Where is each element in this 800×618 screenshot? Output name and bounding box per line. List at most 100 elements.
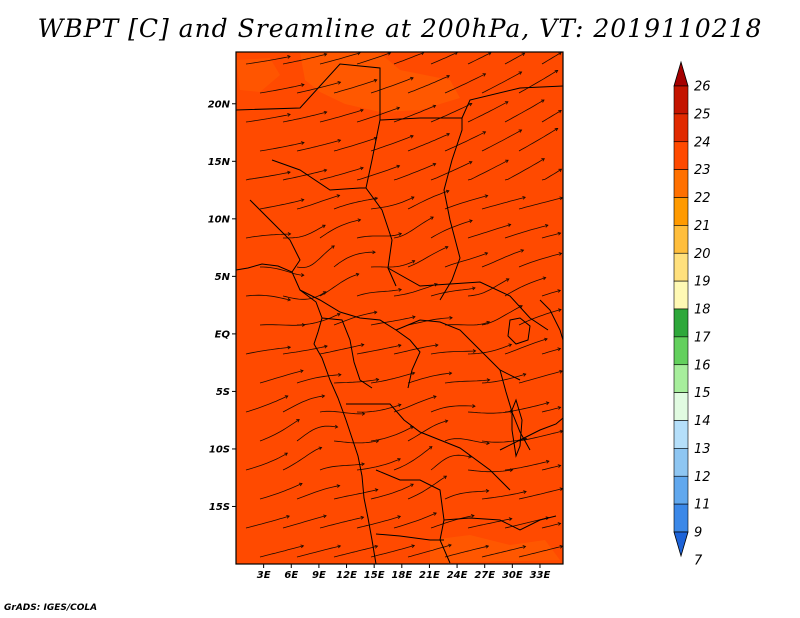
streamline <box>296 425 338 442</box>
streamline-arrow <box>301 273 305 277</box>
streamline <box>541 52 562 65</box>
colorbar-segment <box>673 197 689 226</box>
streamline-arrow <box>397 458 401 462</box>
border-line <box>461 85 564 119</box>
streamline <box>518 488 563 500</box>
streamline-arrow <box>331 245 335 249</box>
streamline <box>467 101 509 123</box>
streamline <box>282 395 325 413</box>
lon-tick-label: 15E <box>364 570 385 581</box>
streamline-arrow <box>318 446 323 451</box>
colorbar-label: 25 <box>694 107 711 122</box>
streamline <box>333 489 378 500</box>
streamline-arrow <box>410 483 414 488</box>
streamline <box>282 169 327 181</box>
streamline <box>518 309 562 326</box>
streamline-arrow <box>323 514 327 519</box>
streamline-arrow <box>518 71 523 75</box>
streamline-arrow <box>396 164 401 169</box>
streamline-arrow <box>557 308 562 312</box>
colorbar-segment <box>673 475 689 505</box>
streamline <box>504 224 549 239</box>
streamline-arrow <box>397 515 402 519</box>
streamline <box>504 52 525 65</box>
streamline-arrow <box>373 78 378 83</box>
streamline-arrow <box>504 101 509 105</box>
streamline-arrow <box>321 394 326 399</box>
lon-tick-label: 3E <box>257 570 271 581</box>
streamline-arrow <box>507 223 512 228</box>
streamline <box>370 196 415 210</box>
streamline <box>245 515 290 529</box>
streamline <box>407 544 452 558</box>
streamline <box>296 245 335 268</box>
streamline-arrow <box>485 544 490 549</box>
streamline <box>370 77 414 94</box>
streamline <box>430 287 476 297</box>
streamline <box>430 103 472 123</box>
colorbar-label: 24 <box>694 135 711 150</box>
streamline <box>504 460 549 471</box>
streamline <box>518 252 562 268</box>
colorbar-label: 18 <box>694 303 711 318</box>
streamline-arrow <box>519 305 523 309</box>
lake-outline <box>511 398 523 458</box>
longitude-axis: 3E 6E 9E 12E 15E 18E 21E 24E 27E 30E 33E <box>257 564 551 581</box>
lake-outline <box>507 317 531 345</box>
streamline <box>541 168 562 181</box>
streamline-arrow <box>287 170 291 175</box>
colorbar-label: 20 <box>694 247 711 262</box>
lat-tick-label: 20N <box>208 99 231 110</box>
streamline-arrow <box>518 129 523 133</box>
streamline-arrow <box>360 166 364 171</box>
streamline <box>370 135 414 152</box>
streamline-arrow <box>430 216 434 220</box>
streamline <box>541 110 562 123</box>
map-frame <box>235 51 564 565</box>
colorbar-label: 7 <box>694 553 703 568</box>
streamline-arrow <box>398 232 403 237</box>
streamline <box>259 84 305 94</box>
streamline <box>296 545 341 558</box>
streamline-arrow <box>557 464 562 468</box>
lat-tick-label: 5S <box>216 387 230 398</box>
streamline-arrow <box>355 272 360 277</box>
streamline-arrow <box>470 514 475 518</box>
streamline-arrow <box>432 162 437 167</box>
streamline <box>370 260 415 268</box>
streamline-arrow <box>360 108 364 113</box>
streamline <box>370 316 416 326</box>
lat-tick-label: 5N <box>215 272 231 283</box>
streamline-arrow <box>361 411 366 416</box>
streamline-arrow <box>522 373 527 377</box>
colorbar-segment <box>673 280 689 310</box>
streamline-arrow <box>520 249 525 253</box>
streamline-arrow <box>336 194 341 198</box>
streamline <box>541 465 561 471</box>
streamline-arrow <box>360 515 365 520</box>
streamline-arrow <box>486 378 491 382</box>
colorbar-label: 13 <box>694 442 711 457</box>
streamline-arrow <box>505 278 510 282</box>
streamline <box>319 52 361 65</box>
streamline <box>430 220 473 239</box>
lon-tick-label: 30E <box>502 570 523 581</box>
streamline <box>356 404 402 413</box>
streamline <box>393 216 434 239</box>
streamline <box>518 128 558 152</box>
streamline <box>319 410 365 415</box>
streamline-arrow <box>434 343 439 348</box>
streamline-arrow <box>374 196 379 201</box>
streamline-arrow <box>443 475 448 480</box>
streamline <box>444 195 488 210</box>
lon-tick-label: 18E <box>391 570 412 581</box>
streamline <box>430 515 475 529</box>
colorbar-segment <box>673 336 689 366</box>
streamline-arrow <box>300 544 305 549</box>
streamline-arrow <box>397 343 402 348</box>
streamline-arrow <box>284 452 288 456</box>
streamline-arrow <box>446 75 451 79</box>
streamline <box>444 545 489 558</box>
streamline-arrow <box>284 395 289 399</box>
streamline-arrow <box>411 371 416 376</box>
